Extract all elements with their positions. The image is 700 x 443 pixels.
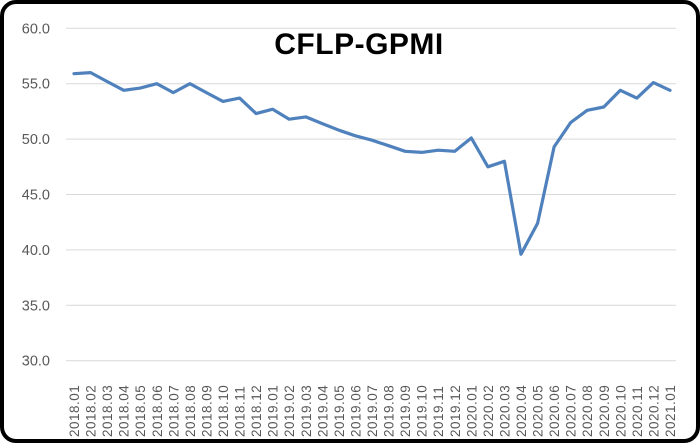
x-tick-label: 2021.01 xyxy=(663,385,678,437)
x-tick-label: 2018.09 xyxy=(199,385,214,437)
y-axis-tick-labels: 60.0 55.0 50.0 45.0 40.0 35.0 30.0 xyxy=(22,21,50,369)
y-tick-label: 35.0 xyxy=(22,298,50,314)
x-tick-label: 2019.09 xyxy=(398,385,413,437)
x-tick-label: 2019.08 xyxy=(382,385,397,437)
y-tick-label: 50.0 xyxy=(22,132,50,148)
data-series-line xyxy=(72,70,672,256)
x-tick-label: 2020.01 xyxy=(464,385,479,437)
x-axis-tick-labels: 2018.01 2018.02 2018.03 2018.04 2018.05 2018.… xyxy=(67,385,678,437)
x-tick-label: 2018.05 xyxy=(133,385,148,437)
x-tick-label: 2020.12 xyxy=(646,385,661,437)
x-tick-label: 2020.09 xyxy=(597,385,612,437)
x-tick-label: 2019.10 xyxy=(415,385,430,437)
x-tick-label: 2018.07 xyxy=(166,385,181,437)
x-tick-label: 2018.01 xyxy=(67,385,82,437)
x-tick-label: 2020.11 xyxy=(630,386,645,437)
x-tick-label: 2020.02 xyxy=(481,385,496,437)
x-tick-label: 2020.04 xyxy=(514,385,529,437)
y-tick-label: 30.0 xyxy=(22,354,50,370)
x-tick-label: 2020.07 xyxy=(564,385,579,437)
x-tick-label: 2020.03 xyxy=(497,385,512,437)
x-tick-label: 2019.12 xyxy=(448,385,463,437)
x-tick-label: 2018.02 xyxy=(84,385,99,437)
x-tick-label: 2018.03 xyxy=(100,385,115,437)
y-tick-label: 45.0 xyxy=(22,188,50,204)
x-tick-label: 2018.06 xyxy=(150,385,165,437)
x-tick-label: 2020.06 xyxy=(547,385,562,437)
x-tick-label: 2019.11 xyxy=(431,386,446,437)
x-tick-label: 2018.10 xyxy=(216,385,231,437)
x-tick-label: 2019.02 xyxy=(282,385,297,437)
x-tick-label: 2019.05 xyxy=(332,385,347,437)
x-tick-label: 2019.01 xyxy=(266,385,281,437)
y-tick-label: 55.0 xyxy=(22,77,50,93)
line-chart: 60.055.050.045.040.035.030.0 2018.01 2018… xyxy=(22,21,678,437)
y-tick-label: 60.0 xyxy=(22,21,50,37)
x-tick-label: 2018.04 xyxy=(117,385,132,437)
x-tick-label: 2020.05 xyxy=(531,385,546,437)
x-tick-label: 2019.07 xyxy=(365,385,380,437)
gridlines xyxy=(66,27,676,362)
x-tick-label: 2019.06 xyxy=(348,385,363,437)
x-tick-label: 2019.04 xyxy=(315,385,330,437)
x-tick-label: 2018.11 xyxy=(233,386,248,437)
x-tick-label: 2018.12 xyxy=(249,385,264,437)
x-tick-label: 2020.10 xyxy=(613,385,628,437)
x-tick-label: 2019.03 xyxy=(299,385,314,437)
x-tick-label: 2018.08 xyxy=(183,385,198,437)
y-tick-label: 40.0 xyxy=(22,243,50,259)
x-tick-label: 2020.08 xyxy=(580,385,595,437)
